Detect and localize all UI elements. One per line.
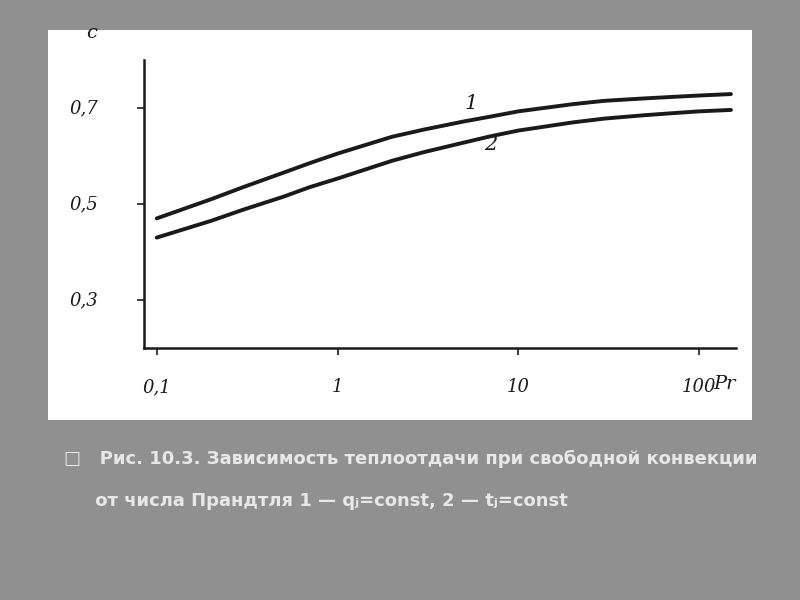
Text: 1: 1 [332,378,343,396]
Text: 10: 10 [507,378,530,396]
Text: 1: 1 [465,94,478,113]
Text: □   Рис. 10.3. Зависимость теплоотдачи при свободной конвекции: □ Рис. 10.3. Зависимость теплоотдачи при… [64,450,758,468]
Text: от числа Прандтля 1 — qⱼ=const, 2 — tⱼ=const: от числа Прандтля 1 — qⱼ=const, 2 — tⱼ=c… [64,492,568,510]
Text: 0,7: 0,7 [70,99,98,117]
Text: c: c [86,24,98,42]
Text: 0,1: 0,1 [142,378,171,396]
Text: Pr: Pr [714,375,736,393]
Text: 0,5: 0,5 [70,195,98,213]
Text: 2: 2 [484,136,497,154]
Text: 100: 100 [682,378,716,396]
Text: 0,3: 0,3 [70,291,98,309]
